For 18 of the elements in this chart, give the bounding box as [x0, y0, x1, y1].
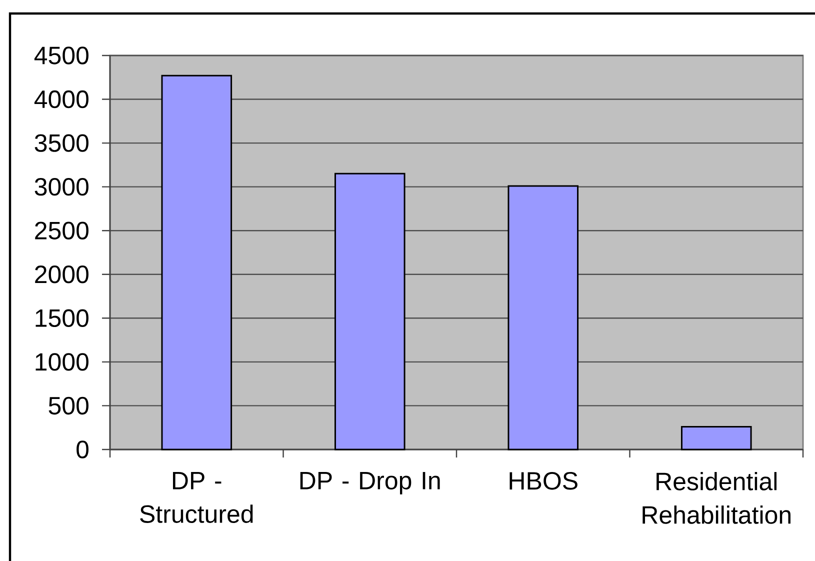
y-tick-label: 4000 [34, 90, 88, 108]
bar [680, 426, 752, 450]
x-tick-label: HBOS [510, 472, 578, 490]
y-tick-label: 2000 [35, 266, 88, 284]
bar [508, 185, 579, 450]
bar [161, 74, 232, 450]
y-tick-label: 1000 [36, 353, 88, 371]
y-tick-label: 2500 [35, 222, 88, 240]
bar [334, 172, 406, 450]
y-tick-label: 3500 [34, 134, 88, 152]
x-tick-label: DP - Drop In [300, 472, 440, 494]
x-tick-label: DP - Structured [140, 472, 253, 523]
x-tick-label: Residential Rehabilitation [642, 472, 790, 524]
y-tick-label: 500 [48, 396, 88, 415]
y-tick-label: 3000 [34, 178, 88, 196]
y-tick-label: 4500 [34, 46, 88, 64]
y-tick-label: 1500 [36, 309, 88, 328]
y-tick-label: 0 [76, 440, 88, 458]
